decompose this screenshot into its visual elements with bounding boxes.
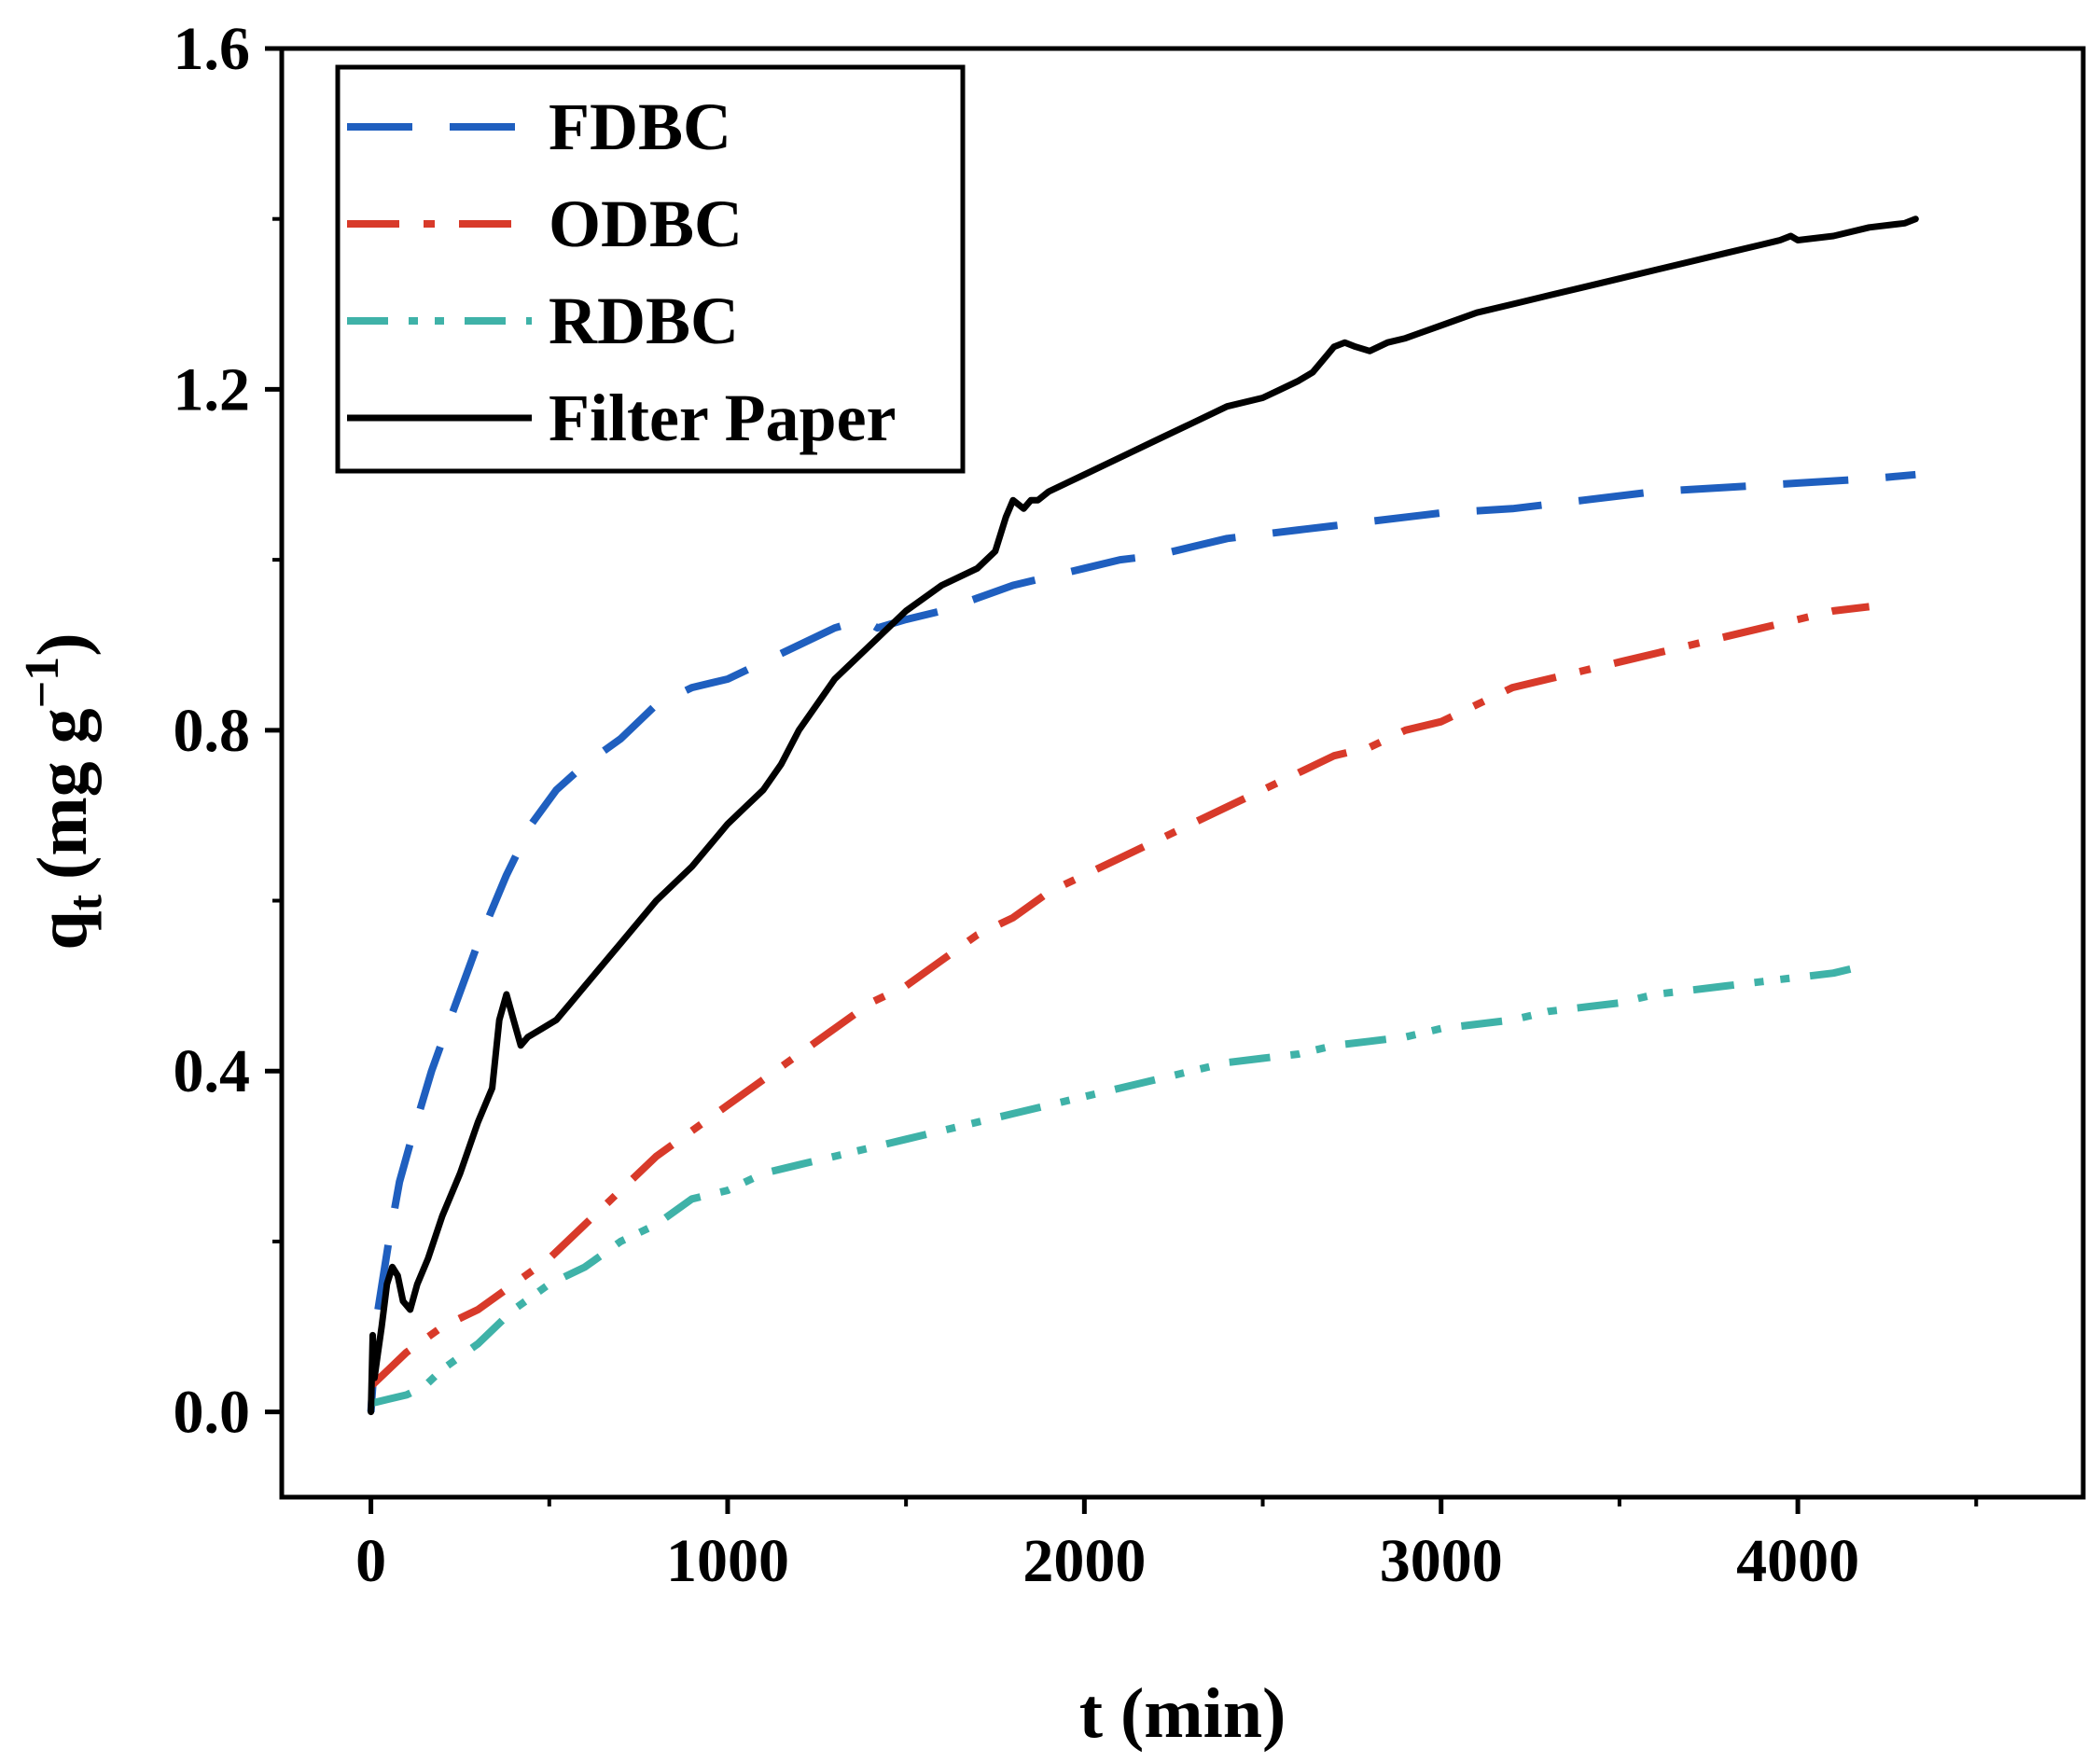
- x-tick-label: 4000: [1736, 1527, 1859, 1595]
- plot-frame: [279, 46, 2086, 1500]
- x-axis-title: t (min): [1079, 1674, 1286, 1753]
- legend-label-rdbc: RDBC: [549, 284, 739, 358]
- legend-box: [335, 64, 966, 474]
- y-axis-title-main: q: [23, 910, 102, 950]
- x-tick-label: 3000: [1380, 1527, 1503, 1595]
- series-line-odbc: [368, 603, 1871, 1390]
- y-tick-label: 0.4: [174, 1037, 251, 1105]
- y-axis-title-close: ): [23, 632, 102, 656]
- y-tick-label: 0.0: [174, 1379, 251, 1447]
- legend-label-filter-paper: Filter Paper: [549, 381, 897, 455]
- y-tick-label: 1.6: [174, 15, 251, 83]
- series-line-filter-paper: [368, 215, 1919, 1416]
- y-tick-label: 1.2: [174, 355, 251, 423]
- x-tick-label: 0: [355, 1527, 386, 1595]
- series-line-fdbc: [367, 470, 1916, 1412]
- legend-label-odbc: ODBC: [549, 187, 743, 261]
- y-axis-title-sub: t: [59, 894, 112, 910]
- legend-label-fdbc: FDBC: [549, 90, 731, 164]
- legend: FDBC ODBC RDBC Filter Paper: [335, 64, 966, 474]
- y-axis-title: qt (mg g−1): [16, 632, 112, 950]
- legend-items: FDBC ODBC RDBC Filter Paper: [347, 90, 897, 455]
- series-layer: [367, 215, 1919, 1416]
- y-axis-title-unit: (mg g: [23, 708, 102, 880]
- x-tick-label: 1000: [666, 1527, 789, 1595]
- y-tick-label: 0.8: [174, 697, 251, 765]
- x-tick-label: 2000: [1022, 1527, 1146, 1595]
- series-line-rdbc: [369, 965, 1853, 1408]
- y-axis-title-sup: −1: [16, 657, 69, 709]
- ticks-layer: 0 1000 2000 3000 4000 0.0 0.4 0.8 1.2 1.6: [174, 15, 1979, 1595]
